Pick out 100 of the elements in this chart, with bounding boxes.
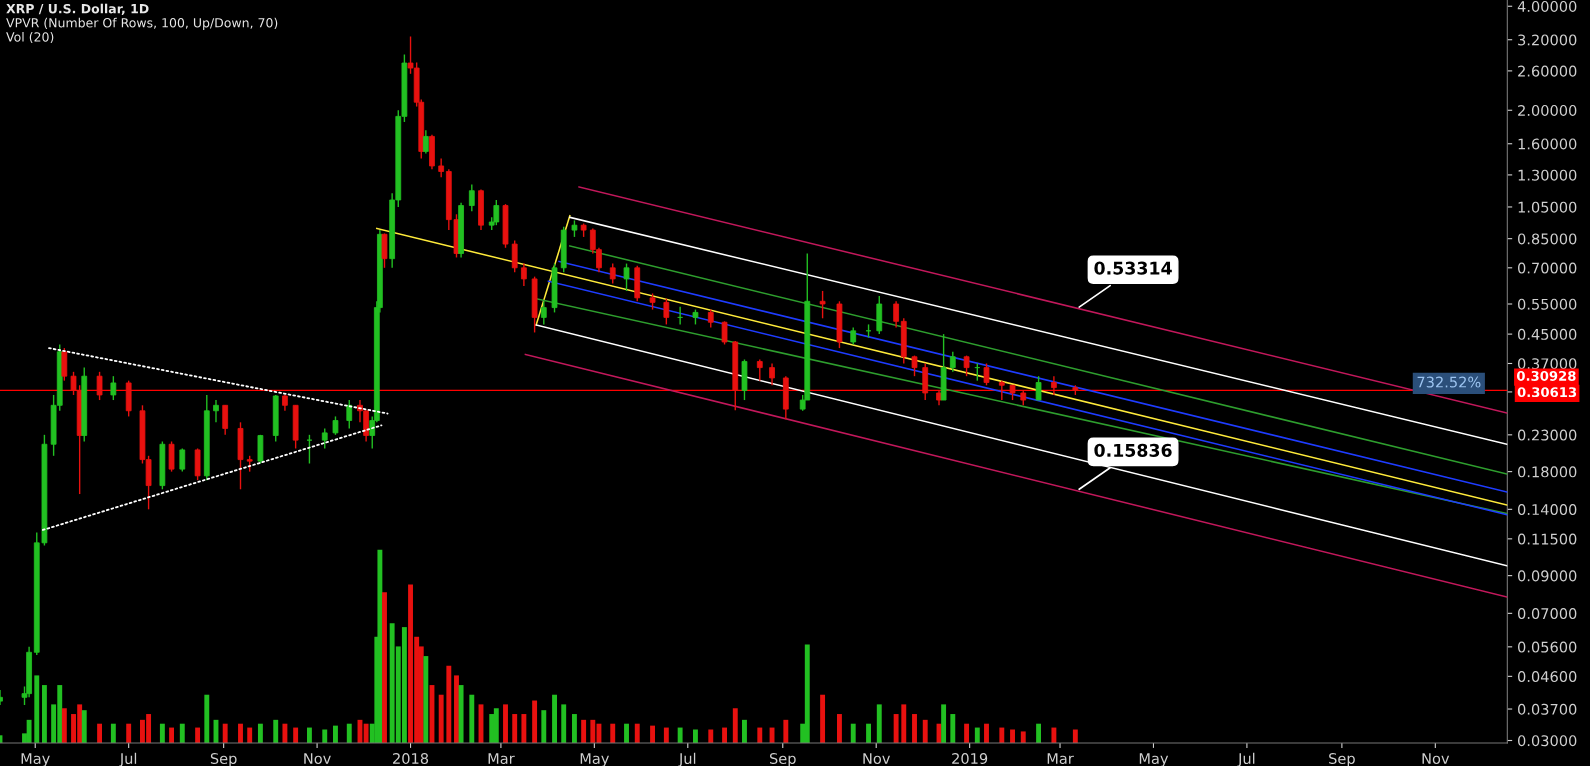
candlestick bbox=[540, 300, 547, 326]
bar bbox=[322, 729, 328, 744]
candlestick bbox=[756, 358, 763, 382]
bar bbox=[469, 694, 475, 744]
annotation: 0.53314 bbox=[1094, 261, 1172, 275]
bar bbox=[273, 719, 279, 744]
bar bbox=[110, 723, 116, 744]
candlestick bbox=[422, 129, 429, 155]
bar bbox=[204, 694, 210, 744]
bar bbox=[493, 708, 499, 744]
x-tick-label: Jul bbox=[119, 752, 137, 766]
y-tick-label: 2.00000 bbox=[1518, 104, 1577, 117]
candlestick bbox=[332, 415, 339, 436]
bar bbox=[238, 723, 243, 744]
candlestick bbox=[468, 183, 475, 213]
candlestick bbox=[1051, 375, 1057, 396]
candlestick bbox=[769, 362, 775, 386]
y-tick-label: 0.70000 bbox=[1518, 262, 1577, 274]
candlestick bbox=[96, 371, 103, 401]
candlestick bbox=[949, 351, 956, 373]
candlestick bbox=[306, 434, 313, 465]
annotation: 732.52% bbox=[1417, 376, 1481, 388]
annotation: 0.15836 bbox=[1094, 443, 1172, 457]
bar bbox=[677, 727, 683, 744]
candlestick bbox=[493, 199, 500, 226]
bar bbox=[521, 714, 527, 744]
bar bbox=[346, 723, 352, 744]
y-tick-label: 0.85000 bbox=[1518, 233, 1577, 245]
bar bbox=[783, 719, 789, 744]
bar bbox=[757, 727, 763, 744]
bar bbox=[964, 723, 970, 744]
bar bbox=[126, 723, 132, 744]
bar bbox=[850, 723, 856, 744]
bar bbox=[446, 665, 452, 744]
bar bbox=[804, 644, 810, 744]
y-tick-label: 0.45000 bbox=[1518, 328, 1577, 340]
bar bbox=[552, 694, 557, 744]
bar bbox=[454, 675, 459, 744]
y-tick-label: 0.30613 bbox=[1517, 387, 1577, 398]
bar bbox=[1051, 727, 1057, 744]
candlestick bbox=[346, 399, 353, 430]
bar bbox=[306, 727, 312, 744]
y-tick-label: 0.23000 bbox=[1518, 429, 1577, 441]
annotation: Vol (20) bbox=[6, 31, 54, 44]
y-tick-label: 0.04600 bbox=[1518, 671, 1577, 683]
bar bbox=[693, 729, 698, 744]
x-tick-label: Jul bbox=[1237, 752, 1255, 766]
y-tick-label: 4.00000 bbox=[1517, 0, 1577, 12]
bar bbox=[742, 719, 747, 744]
bar bbox=[423, 656, 429, 744]
y-tick-label: 0.05600 bbox=[1518, 641, 1577, 653]
candlestick bbox=[609, 262, 616, 285]
bar bbox=[722, 727, 728, 744]
bar bbox=[624, 723, 629, 744]
bar bbox=[610, 723, 616, 744]
candlestick bbox=[1035, 375, 1042, 401]
bar bbox=[663, 727, 669, 744]
bar bbox=[222, 723, 228, 744]
candlestick bbox=[213, 399, 219, 424]
bar bbox=[438, 694, 444, 744]
candlestick bbox=[110, 375, 117, 401]
bar bbox=[571, 714, 577, 744]
x-tick-label: May bbox=[21, 753, 50, 766]
x-tick-label: Nov bbox=[1422, 753, 1450, 765]
candlestick bbox=[983, 362, 990, 386]
x-tick-label: Nov bbox=[863, 753, 890, 765]
bar bbox=[541, 710, 547, 744]
candlestick bbox=[998, 379, 1005, 401]
x-tick-label: Mar bbox=[1047, 753, 1074, 765]
candlestick bbox=[222, 404, 229, 436]
text: VPVR (Number Of Rows, 100, Up/Down, 70) bbox=[6, 17, 278, 30]
bar bbox=[41, 685, 47, 744]
y-tick-label: 0.09000 bbox=[1518, 570, 1577, 582]
bar bbox=[512, 714, 518, 744]
bar bbox=[984, 723, 989, 744]
bar bbox=[34, 675, 40, 744]
bar bbox=[293, 727, 299, 744]
y-tick-label: 0.07000 bbox=[1518, 608, 1577, 620]
x-tick-label: May bbox=[580, 753, 609, 766]
candlestick bbox=[321, 427, 328, 450]
bar bbox=[999, 727, 1005, 744]
bar bbox=[650, 725, 656, 744]
bar bbox=[1020, 731, 1026, 744]
bar bbox=[912, 714, 917, 744]
candlestick bbox=[438, 157, 445, 178]
y-tick-label: 0.03700 bbox=[1518, 703, 1577, 715]
chart-title: XRP / U.S. Dollar, 1D bbox=[6, 3, 149, 15]
bar bbox=[708, 729, 714, 744]
bar bbox=[1036, 723, 1042, 744]
bar bbox=[532, 700, 538, 744]
bar bbox=[503, 704, 508, 744]
bar bbox=[377, 549, 383, 744]
bar bbox=[333, 725, 338, 744]
candlestick bbox=[511, 239, 518, 273]
bar bbox=[561, 704, 567, 744]
candlestick bbox=[623, 262, 630, 292]
bar bbox=[820, 694, 826, 744]
bar bbox=[458, 685, 464, 744]
y-tick-label: 0.03000 bbox=[1518, 735, 1577, 747]
y-tick-label: 0.37000 bbox=[1518, 358, 1577, 370]
